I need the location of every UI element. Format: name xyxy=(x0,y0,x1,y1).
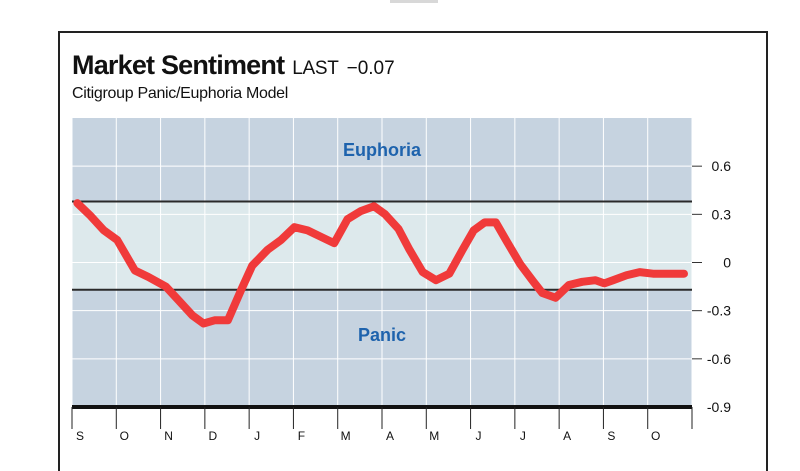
x-tick-label: J xyxy=(254,429,260,443)
y-tick-label: 0.3 xyxy=(712,206,732,222)
threshold-lines xyxy=(72,200,692,291)
top-tab xyxy=(390,0,438,3)
y-tick-label: -0.3 xyxy=(707,303,731,319)
x-tick-label: S xyxy=(607,429,615,443)
x-tick-label: O xyxy=(120,429,129,443)
y-tick-label: 0.6 xyxy=(712,158,732,174)
x-tick-label: F xyxy=(298,429,305,443)
series-group xyxy=(73,199,688,328)
series-line xyxy=(73,199,688,328)
x-tick-label: A xyxy=(386,429,394,443)
chart-subtitle: Citigroup Panic/Euphoria Model xyxy=(72,85,289,102)
x-tick-label: M xyxy=(341,429,351,443)
x-tick-label: J xyxy=(520,429,526,443)
title-line: Market Sentiment LAST −0.07 xyxy=(72,50,395,81)
x-tick-label: M xyxy=(429,429,439,443)
sentiment-chart: Euphoria Panic 0.6 0.3 0 -0.3 -0.6 -0.9 S O N D J F… xyxy=(71,118,731,443)
zone-label-panic: Panic xyxy=(358,325,406,345)
x-tick-label: A xyxy=(563,429,571,443)
last-value: −0.07 xyxy=(346,58,395,79)
last-label: LAST xyxy=(292,58,339,79)
zone-labels: Euphoria Panic xyxy=(343,140,422,345)
x-tick-label: N xyxy=(164,429,173,443)
x-tick-label: D xyxy=(208,429,217,443)
y-tick-label: -0.9 xyxy=(707,399,731,415)
y-tick-label: 0 xyxy=(723,255,731,271)
y-axis: 0.6 0.3 0 -0.3 -0.6 -0.9 xyxy=(692,158,731,415)
chart-title: Market Sentiment xyxy=(72,50,285,80)
x-tick-label: S xyxy=(76,429,84,443)
x-tick-label: J xyxy=(476,429,482,443)
y-tick-label: -0.6 xyxy=(707,351,731,367)
x-tick-label: O xyxy=(651,429,660,443)
zone-label-euphoria: Euphoria xyxy=(343,140,422,160)
chart-frame xyxy=(58,31,768,471)
